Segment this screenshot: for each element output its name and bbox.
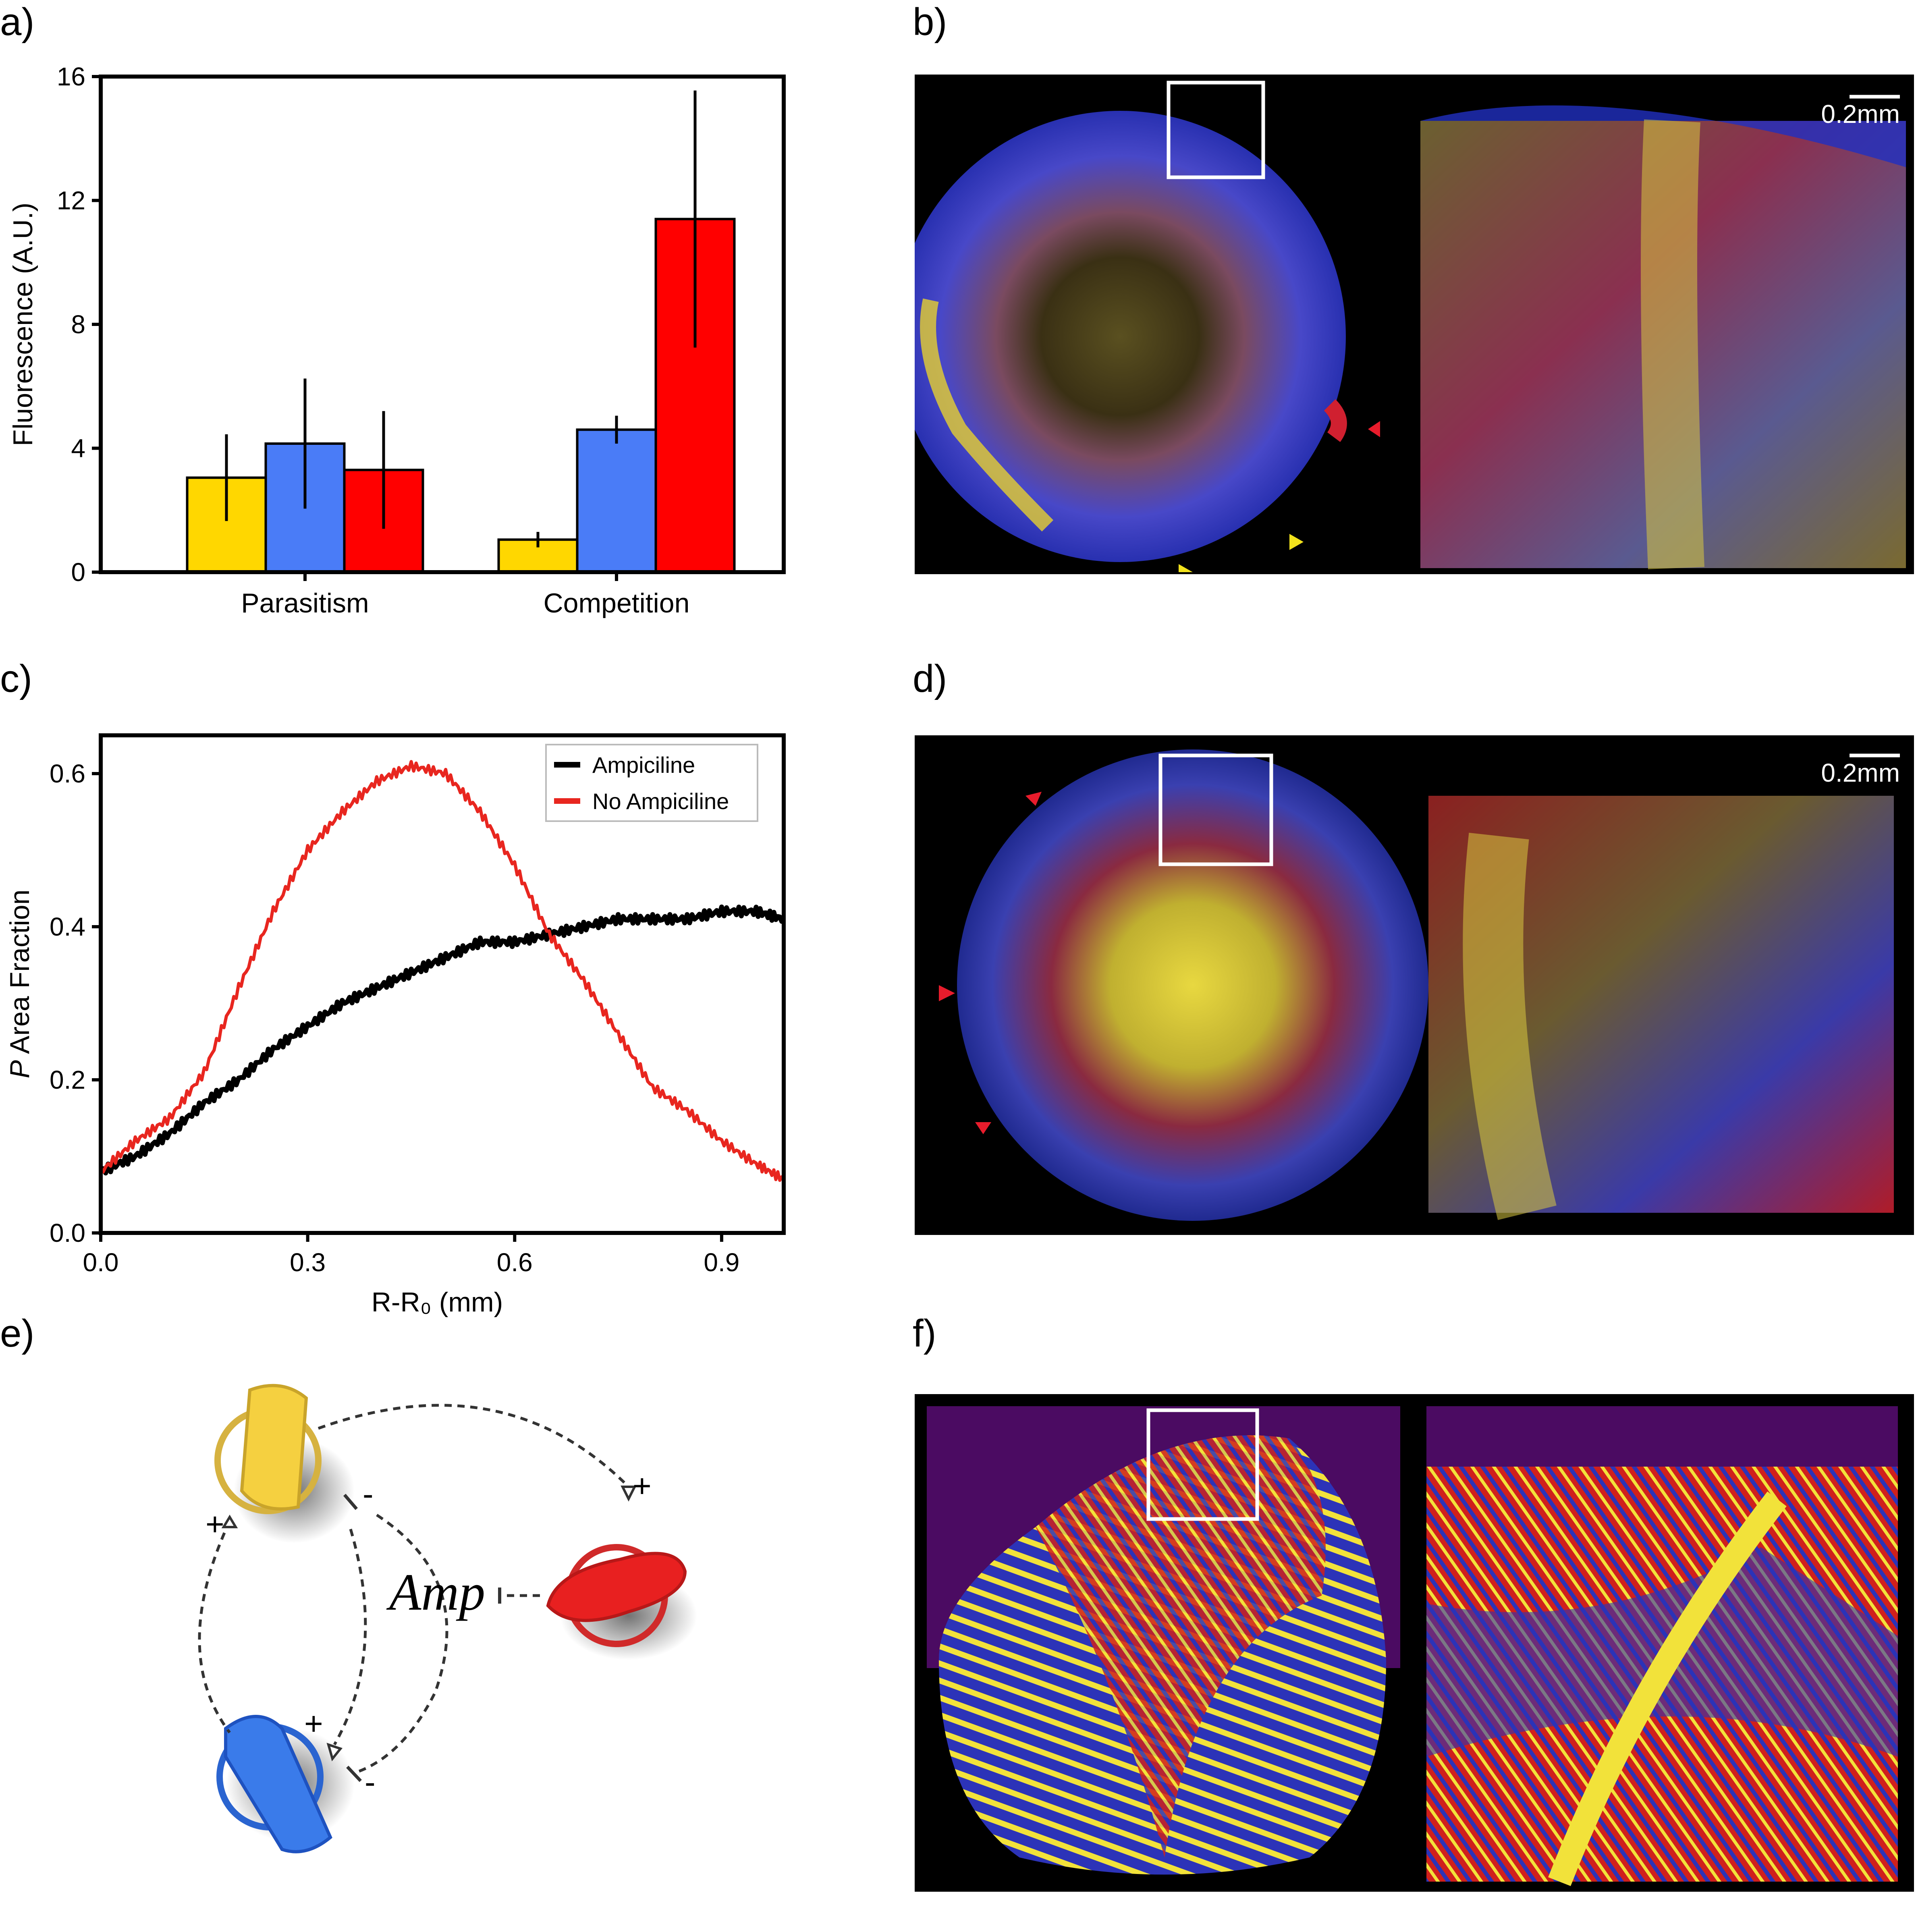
amp-label: Amp [386,1563,485,1621]
line-chart-axes: 0.0 0.3 0.6 0.9 0.0 0.2 0.4 0.6 [50,759,739,1277]
ytick-label-0.6: 0.6 [50,759,85,788]
series-line-no-ampiciline [99,760,785,1182]
bar-chart-plot-area [186,90,736,573]
ytick-label-0: 0 [71,558,85,587]
xtick-label-0.9: 0.9 [704,1248,739,1277]
bar-parasitism-red [343,469,424,573]
scale-label-d: 0.2mm [1821,758,1900,787]
line-chart-plot-area [99,760,786,1182]
yellow-cell-icon [214,1384,355,1543]
series-line-ampiciline [99,904,786,1176]
simulation-f [915,1394,1914,1892]
scale-label-b: 0.2mm [1821,100,1900,129]
inset-box-f [1146,1408,1259,1521]
micrograph-b-image: 0.2mm [915,81,1906,572]
micrograph-d: 0.2mm [915,735,1914,1235]
zoom-d-yellow-band [1463,832,1557,1220]
line-chart-ylabel: P Area Fraction [4,890,35,1079]
colony-d [957,749,1428,1221]
arrow-yellow-b-2 [1179,564,1193,572]
arrow-red-d-1 [1025,792,1042,806]
bar-chart-ylabel: Fluorescence (A.U.) [8,203,38,446]
ytick-label-0.0: 0.0 [50,1218,85,1247]
legend-label-no-ampiciline: No Ampiciline [592,789,729,814]
bar-parasitism-blue [264,442,346,573]
bar-competition-red [654,218,736,573]
colony-b-yellow-edge [920,298,1054,532]
ytick-label-0.2: 0.2 [50,1065,85,1094]
bar-parasitism-yellow [186,476,267,573]
xtick-label-0.0: 0.0 [83,1248,119,1277]
bar-competition-blue [576,428,657,573]
ytick-label-4: 4 [71,434,85,463]
panel-label-a: a) [0,0,35,44]
xtick-label-0.3: 0.3 [290,1248,326,1277]
inset-box-b [1167,81,1265,179]
inhibition-bar-blue [346,1766,362,1782]
minus-sign-yellow: - [363,1476,374,1512]
xtick-label-0.6: 0.6 [497,1248,533,1277]
red-cell-icon [546,1544,697,1660]
xtick-label-competition: Competition [544,588,690,618]
zoom-b-blue-edge [1420,105,1906,167]
inhibition-bar-yellow [343,1494,358,1510]
arrow-yellow-b-1 [1289,534,1304,550]
ytick-label-0.4: 0.4 [50,912,85,941]
panel-label-f: f) [913,1312,936,1355]
sim-colony-red-wedge [1036,1435,1326,1857]
sim-zoom-yellow [1548,1491,1787,1886]
ytick-label-8: 8 [71,310,85,339]
micrograph-b: 0.2mm [915,75,1914,574]
colony-b [915,111,1346,562]
panel-label-c: c) [0,657,32,700]
colony-b-red-patch [1324,399,1347,442]
inset-box-d [1158,753,1273,866]
plus-sign-red: + [633,1468,652,1504]
plus-sign-yellow: + [206,1506,224,1542]
panel-label-d: d) [913,657,947,700]
line-chart-xlabel: R-R₀ (mm) [372,1287,503,1318]
blue-cell-icon [216,1715,355,1853]
simulation-f-image [927,1406,1898,1886]
arrow-red-d-2 [939,985,955,1001]
ytick-label-12: 12 [57,186,85,215]
zoom-b-yellow-band [1641,119,1704,569]
minus-sign-blue: - [365,1764,376,1800]
arrow-heads [221,1486,637,1762]
line-chart-frame [99,733,786,1235]
legend-label-ampiciline: Ampiciline [592,752,695,778]
arrow-red-d-3 [975,1122,991,1134]
bar-chart-frame [99,75,786,574]
bar-competition-yellow [497,538,579,573]
xtick-label-parasitism: Parasitism [241,588,369,618]
panel-label-b: b) [913,0,947,44]
micrograph-d-image: 0.2mm [939,749,1900,1221]
diagram-arrows [198,1404,630,1774]
arrow-red-b [1368,421,1380,437]
line-chart-legend: Ampiciline No Ampiciline [545,744,758,822]
plus-sign-blue: + [304,1706,323,1741]
ytick-label-16: 16 [57,62,85,91]
bar-chart-axes: Parasitism Competition 0 4 8 12 16 [57,62,690,618]
panel-label-e: e) [0,1312,35,1355]
